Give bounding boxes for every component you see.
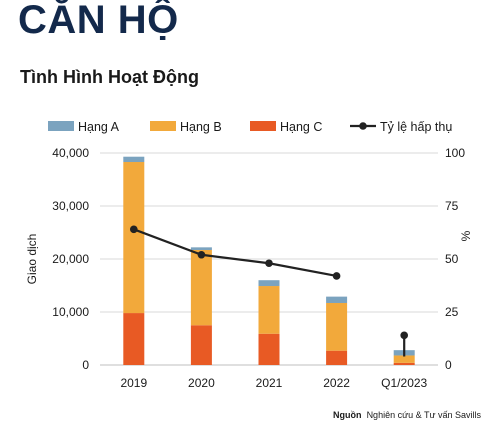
legend-hang-c-label: Hạng C — [280, 120, 322, 134]
y2-tick-label: 75 — [445, 199, 459, 213]
source-text: Nghiên cứu & Tư vấn Savills — [366, 410, 481, 420]
x-tick-label: 2022 — [323, 376, 350, 390]
legend-hang-b-swatch — [150, 121, 176, 131]
x-tick-label: Q1/2023 — [381, 376, 427, 390]
absorption-point — [130, 225, 138, 234]
bar-h-ng-c-2021 — [258, 333, 280, 365]
y-axis-title: Giao dịch — [25, 234, 39, 285]
bar-h-ng-c-2022 — [326, 350, 348, 365]
x-tick-label: 2021 — [256, 376, 283, 390]
y2-tick-label: 50 — [445, 252, 459, 266]
bar-h-ng-a-2020 — [190, 247, 212, 250]
bar-h-ng-a-2019 — [123, 156, 145, 163]
legend-hang-a-label: Hạng A — [78, 120, 120, 134]
q1-absorption-point — [400, 331, 409, 340]
y2-tick-label: 25 — [445, 305, 459, 319]
y-tick-label: 20,000 — [52, 252, 89, 266]
x-tick-label: 2020 — [188, 376, 215, 390]
legend-hang-a-swatch — [48, 121, 74, 131]
bar-h-ng-c-2020 — [190, 325, 212, 365]
y2-axis-title: % — [459, 230, 473, 241]
bar-h-ng-a-2022 — [326, 296, 348, 303]
bar-h-ng-b-2021 — [258, 286, 280, 334]
y-tick-label: 30,000 — [52, 199, 89, 213]
legend-hang-c-swatch — [250, 121, 276, 131]
absorption-point — [265, 259, 273, 268]
source-note: Nguồn Nghiên cứu & Tư vấn Savills — [333, 410, 481, 420]
page-heading: CĂN HỘ — [18, 0, 179, 42]
bar-h-ng-b-2022 — [326, 302, 348, 351]
bar-h-ng-a-2021 — [258, 280, 280, 287]
chart-subtitle: Tình Hình Hoạt Động — [20, 67, 199, 87]
legend-absorption-marker — [359, 122, 367, 130]
y2-tick-label: 0 — [445, 358, 452, 372]
source-label: Nguồn — [333, 410, 362, 420]
y-tick-label: 10,000 — [52, 305, 89, 319]
y-tick-label: 40,000 — [52, 146, 89, 160]
bar-h-ng-b-q1-2023 — [393, 355, 415, 363]
bar-h-ng-c-q1-2023 — [393, 362, 415, 365]
bar-h-ng-b-2020 — [190, 249, 212, 326]
x-tick-label: 2019 — [120, 376, 147, 390]
absorption-point — [332, 272, 341, 280]
bar-h-ng-c-2019 — [123, 313, 145, 365]
legend-absorption-label: Tỷ lệ hấp thụ — [380, 120, 452, 134]
absorption-line — [133, 228, 337, 278]
bar-h-ng-b-2019 — [123, 162, 145, 314]
absorption-chart: 0 10,000 20,000 30,000 40,000 0 25 50 75 100 Giao … — [25, 120, 473, 390]
legend-hang-b-label: Hạng B — [180, 120, 222, 134]
y-tick-label: 0 — [82, 358, 89, 372]
absorption-point — [197, 250, 206, 259]
y2-tick-label: 100 — [445, 146, 465, 160]
